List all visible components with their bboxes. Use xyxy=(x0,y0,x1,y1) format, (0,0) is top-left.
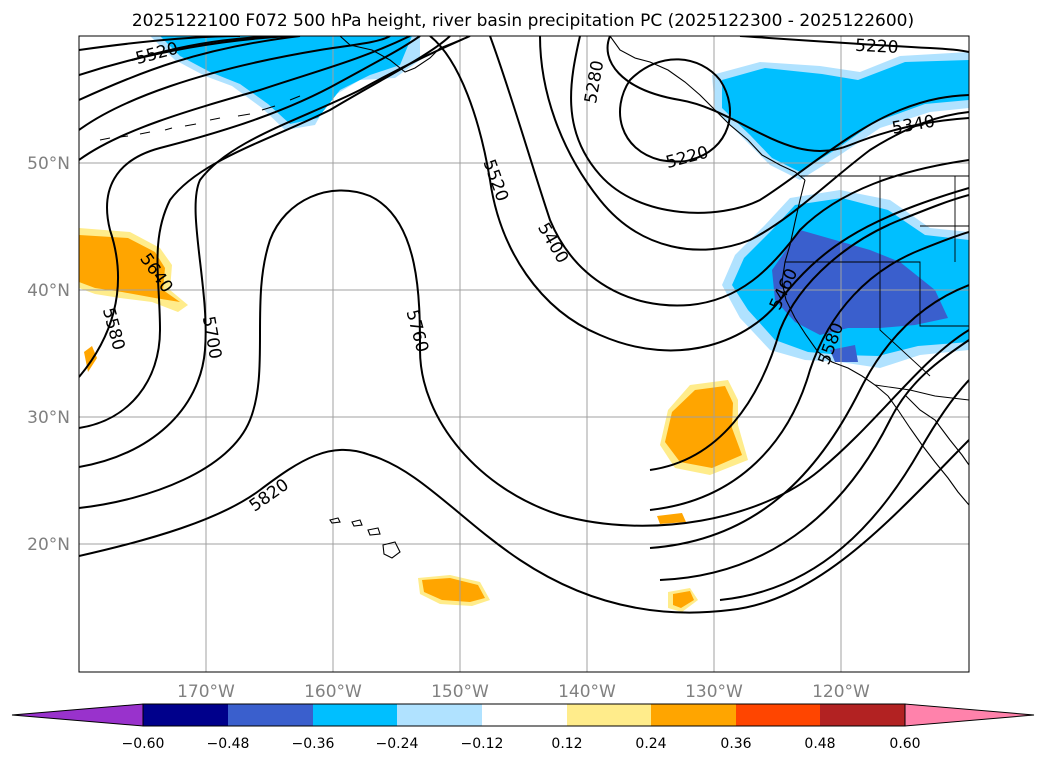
colorbar-tick-label: −0.60 xyxy=(122,736,165,752)
longitude-labels: 170°W 160°W 150°W 140°W 130°W 120°W xyxy=(177,682,870,702)
positive-region-small-1-core xyxy=(673,591,694,608)
latitude-labels: 50°N 40°N 30°N 20°N xyxy=(27,154,70,555)
colorbar-ticks: −0.60 −0.48 −0.36 −0.24 −0.12 0.12 0.24 … xyxy=(122,736,921,752)
coastlines xyxy=(99,36,969,559)
colorbar-tick-label: −0.48 xyxy=(207,736,250,752)
negative-region-california-strong-2 xyxy=(830,345,858,362)
contour-5820 xyxy=(79,439,969,614)
colorbar-segment xyxy=(820,704,905,726)
colorbar-segment xyxy=(736,704,820,726)
colorbar-tick-label: 0.12 xyxy=(551,736,582,752)
contour-5340-north xyxy=(79,36,301,101)
contour-5580 xyxy=(79,36,421,378)
contour-5640 xyxy=(79,36,451,429)
colorbar-segment xyxy=(651,704,736,726)
colorbar-segment xyxy=(397,704,482,726)
colorbar-extend-min xyxy=(11,703,144,727)
contour-5340-ridge xyxy=(606,36,969,152)
lon-label-160w: 160°W xyxy=(304,682,362,702)
colorbar-tick-label: −0.36 xyxy=(292,736,335,752)
aleutian-islands xyxy=(99,95,301,141)
positive-region-west-pacific-core xyxy=(79,235,180,302)
lat-label-30: 30°N xyxy=(27,408,70,428)
contour-5700-east xyxy=(659,339,969,581)
west-coast-us xyxy=(781,179,889,397)
contour-5460-east xyxy=(649,194,969,471)
colorbar: −0.60 −0.48 −0.36 −0.24 −0.12 0.12 0.24 … xyxy=(11,703,1035,752)
lat-label-20: 20°N xyxy=(27,535,70,555)
colorbar-frame xyxy=(142,703,906,727)
contour-5220-low xyxy=(619,58,731,163)
positive-region-small-2 xyxy=(657,513,686,524)
contour-label: 5220 xyxy=(855,36,899,58)
negative-region-california-strong xyxy=(772,230,948,335)
map-frame xyxy=(78,35,970,673)
contour-5460-north xyxy=(79,36,411,161)
colorbar-segment xyxy=(228,704,313,726)
southeast-alaska-coast xyxy=(609,36,806,181)
contour-5580-east xyxy=(649,231,969,511)
contour-5760-east xyxy=(719,379,969,601)
contour-5520-ridge xyxy=(429,36,969,352)
political-borders xyxy=(785,175,969,401)
contour-5280-ridge xyxy=(570,36,969,214)
colorbar-tick-label: 0.60 xyxy=(889,736,920,752)
colorbar-segment xyxy=(313,704,397,726)
state-borders xyxy=(785,176,969,377)
lat-label-40: 40°N xyxy=(27,281,70,301)
contour-5640-east xyxy=(649,284,969,549)
baja-california xyxy=(887,394,969,506)
contour-5700 xyxy=(79,36,471,468)
height-contours xyxy=(79,36,969,614)
lon-label-140w: 140°W xyxy=(558,682,616,702)
contour-5400-ridge xyxy=(539,36,969,251)
colorbar-extend-max xyxy=(904,703,1035,727)
colorbar-tick-label: −0.12 xyxy=(461,736,504,752)
colorbar-tick-label: 0.24 xyxy=(635,736,666,752)
contour-5400-north xyxy=(79,36,391,131)
lon-label-150w: 150°W xyxy=(431,682,489,702)
us-mexico-border xyxy=(874,384,969,401)
colorbar-segment xyxy=(143,704,228,726)
map-plot-area: 5520 5640 5580 5700 5760 5820 5280 5520 … xyxy=(79,36,969,672)
lon-label-170w: 170°W xyxy=(177,682,235,702)
hawaii-islands xyxy=(329,517,401,559)
colorbar-tick-label: −0.24 xyxy=(376,736,419,752)
contour-5760 xyxy=(79,189,969,527)
colorbar-tick-label: 0.36 xyxy=(720,736,751,752)
positive-region-central-pacific-core xyxy=(665,386,742,468)
contour-5220-northeast xyxy=(739,36,969,53)
lon-label-130w: 130°W xyxy=(685,682,743,702)
lat-label-50: 50°N xyxy=(27,154,70,174)
colorbar-segment xyxy=(567,704,651,726)
negative-region-alaska-core xyxy=(160,36,412,124)
figure-title: 2025122100 F072 500 hPa height, river ba… xyxy=(132,11,914,31)
contour-5460-ridge xyxy=(489,36,969,307)
lon-label-120w: 120°W xyxy=(812,682,870,702)
colorbar-tick-label: 0.48 xyxy=(804,736,835,752)
colorbar-segment xyxy=(482,704,567,726)
positive-region-south-of-hawaii-core xyxy=(422,578,485,602)
graticule xyxy=(79,36,969,672)
